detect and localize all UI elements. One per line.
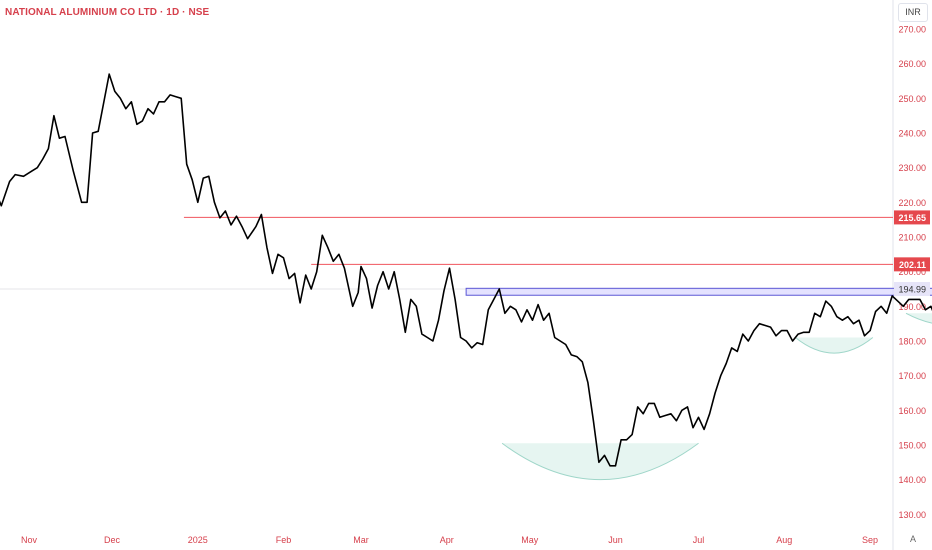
x-tick-label: Sep <box>862 535 878 545</box>
x-tick-label: Jul <box>693 535 705 545</box>
current-price-tag <box>894 282 930 297</box>
y-tick-label: 140.00 <box>898 475 926 485</box>
x-tick-label: May <box>521 535 539 545</box>
x-tick-label: Apr <box>440 535 454 545</box>
autoscale-button[interactable]: A <box>909 534 916 544</box>
y-tick-label: 180.00 <box>898 337 926 347</box>
resistance-price-tag <box>894 257 930 272</box>
resistance-zone-box <box>465 287 932 296</box>
y-tick-label: 240.00 <box>898 129 926 139</box>
y-tick-label: 250.00 <box>898 94 926 104</box>
x-tick-label: Mar <box>353 535 369 545</box>
y-tick-label: 270.00 <box>898 25 926 35</box>
y-tick-label: 160.00 <box>898 406 926 416</box>
current-price-label: 194.99 <box>898 285 926 295</box>
x-tick-label: Aug <box>776 535 792 545</box>
resistance-price-label: 215.65 <box>898 213 926 223</box>
y-tick-label: 260.00 <box>898 59 926 69</box>
y-tick-label: 200.00 <box>898 267 926 277</box>
currency-button[interactable]: INR <box>898 3 928 22</box>
y-tick-label: 230.00 <box>898 163 926 173</box>
y-tick-label: 170.00 <box>898 371 926 381</box>
x-tick-label: Dec <box>104 535 121 545</box>
y-tick-label: 130.00 <box>898 510 926 520</box>
y-tick-label: 150.00 <box>898 441 926 451</box>
symbol-title: NATIONAL ALUMINIUM CO LTD · 1D · NSE <box>5 7 210 18</box>
y-tick-label: 190.00 <box>898 302 926 312</box>
x-tick-label: 2025 <box>188 535 208 545</box>
price-line <box>0 73 932 467</box>
resistance-price-label: 202.11 <box>899 260 926 270</box>
y-tick-label: 210.00 <box>898 233 926 243</box>
cup-arc <box>905 312 932 324</box>
resistance-price-tag <box>894 210 930 225</box>
cup-fill <box>906 313 932 324</box>
x-tick-label: Feb <box>276 535 292 545</box>
cup-arc <box>501 442 699 481</box>
y-tick-label: 220.00 <box>898 198 926 208</box>
x-tick-label: Jun <box>608 535 623 545</box>
cup-arc <box>795 337 874 354</box>
x-tick-label: Nov <box>21 535 38 545</box>
